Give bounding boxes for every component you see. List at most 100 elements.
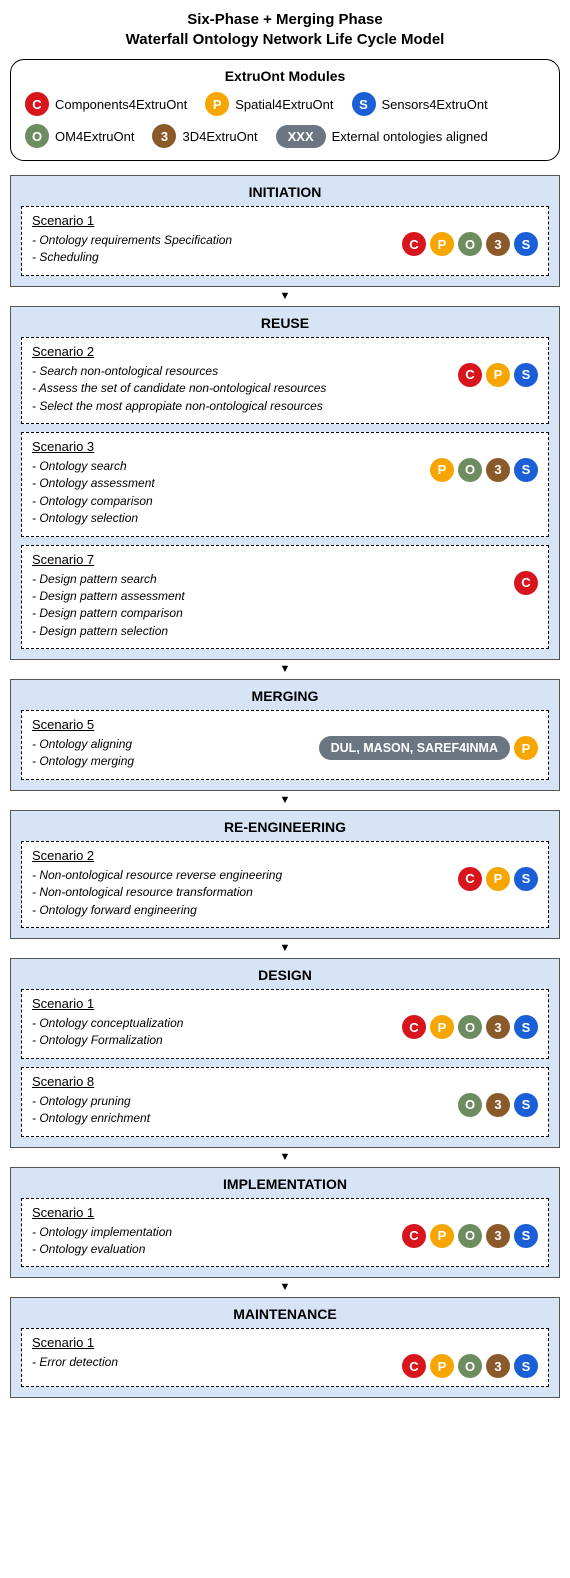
module-label: Components4ExtruOnt xyxy=(55,97,187,112)
module-badge-P: P xyxy=(486,363,510,387)
arrow-down-icon: ▼ xyxy=(10,287,560,306)
phase-title: RE-ENGINEERING xyxy=(21,819,549,835)
module-badge-P: P xyxy=(430,458,454,482)
scenario-box: Scenario 2 - Search non-ontological resou… xyxy=(21,337,549,424)
task-list: - Ontology aligning- Ontology merging xyxy=(32,736,134,771)
scenario-title: Scenario 7 xyxy=(32,552,538,567)
module-badge-S: S xyxy=(352,92,376,116)
arrow-down-icon: ▼ xyxy=(10,791,560,810)
scenario-title: Scenario 8 xyxy=(32,1074,538,1089)
module-badge-C: C xyxy=(402,1015,426,1039)
scenario-box: Scenario 8 - Ontology pruning- Ontology e… xyxy=(21,1067,549,1137)
module-badge-O: O xyxy=(25,124,49,148)
phase-box: IMPLEMENTATION Scenario 1- Ontology imple… xyxy=(10,1167,560,1279)
legend-box: ExtruOnt Modules CComponents4ExtruOntPSp… xyxy=(10,59,560,161)
scenario-box: Scenario 2 - Non-ontological resource rev… xyxy=(21,841,549,928)
external-badge: XXX xyxy=(276,125,326,148)
scenario-box: Scenario 1- Ontology implementation- Ont… xyxy=(21,1198,549,1268)
legend-grid: CComponents4ExtruOntPSpatial4ExtruOntSSe… xyxy=(25,92,545,148)
scenario-title: Scenario 1 xyxy=(32,213,538,228)
task-list: - Non-ontological resource reverse engin… xyxy=(32,867,282,919)
badges-row: C xyxy=(514,571,538,595)
legend-item-external: XXX External ontologies aligned xyxy=(276,124,488,148)
badges-row: CPO3S xyxy=(402,1354,538,1378)
scenario-title: Scenario 5 xyxy=(32,717,538,732)
arrow-down-icon: ▼ xyxy=(10,1278,560,1297)
module-badge-O: O xyxy=(458,232,482,256)
task-list: - Error detection xyxy=(32,1354,118,1371)
scenario-box: Scenario 1- Ontology requirements Specif… xyxy=(21,206,549,276)
module-label: OM4ExtruOnt xyxy=(55,129,134,144)
module-badge-P: P xyxy=(486,867,510,891)
scenario-box: Scenario 5 - Ontology aligning- Ontology … xyxy=(21,710,549,780)
scenario-title: Scenario 1 xyxy=(32,1335,538,1350)
module-badge-P: P xyxy=(205,92,229,116)
module-badge-S: S xyxy=(514,1015,538,1039)
external-ontologies-pill: DUL, MASON, SAREF4INMA xyxy=(319,736,510,760)
module-badge-C: C xyxy=(402,232,426,256)
module-badge-O: O xyxy=(458,1093,482,1117)
module-badge-C: C xyxy=(25,92,49,116)
legend-item: 3 3D4ExtruOnt xyxy=(152,124,257,148)
phases-container: INITIATIONScenario 1- Ontology requireme… xyxy=(10,175,560,1398)
module-badge-P: P xyxy=(430,1015,454,1039)
legend-title: ExtruOnt Modules xyxy=(25,68,545,84)
badges-row: CPS xyxy=(458,867,538,891)
phase-title: MERGING xyxy=(21,688,549,704)
module-badge-S: S xyxy=(514,232,538,256)
module-label: 3D4ExtruOnt xyxy=(182,129,257,144)
scenario-title: Scenario 1 xyxy=(32,1205,538,1220)
phase-box: MERGING Scenario 5 - Ontology aligning- On… xyxy=(10,679,560,791)
module-badge-P: P xyxy=(514,736,538,760)
module-badge-3: 3 xyxy=(152,124,176,148)
module-badge-S: S xyxy=(514,363,538,387)
module-label: Sensors4ExtruOnt xyxy=(382,97,488,112)
module-badge-3: 3 xyxy=(486,1015,510,1039)
arrow-down-icon: ▼ xyxy=(10,1148,560,1167)
scenario-title: Scenario 1 xyxy=(32,996,538,1011)
external-label: External ontologies aligned xyxy=(332,129,488,144)
module-badge-3: 3 xyxy=(486,1224,510,1248)
module-badge-C: C xyxy=(458,363,482,387)
phase-box: INITIATIONScenario 1- Ontology requireme… xyxy=(10,175,560,287)
badges-row: CPO3S xyxy=(402,1224,538,1248)
phase-title: DESIGN xyxy=(21,967,549,983)
phase-box: DESIGN Scenario 1 - Ontology conceptualiza… xyxy=(10,958,560,1148)
module-badge-3: 3 xyxy=(486,232,510,256)
module-badge-C: C xyxy=(402,1224,426,1248)
task-list: - Ontology conceptualization- Ontology F… xyxy=(32,1015,183,1050)
legend-item: O OM4ExtruOnt xyxy=(25,124,134,148)
badges-row: PO3S xyxy=(430,458,538,482)
phase-title: REUSE xyxy=(21,315,549,331)
scenario-box: Scenario 7- Design pattern search- Desig… xyxy=(21,545,549,650)
task-list: - Search non-ontological resources- Asse… xyxy=(32,363,326,415)
task-list: - Ontology search- Ontology assessment- … xyxy=(32,458,155,528)
phase-box: MAINTENANCEScenario 1- Error detectionCP… xyxy=(10,1297,560,1398)
badges-row: CPO3S xyxy=(402,1015,538,1039)
module-badge-3: 3 xyxy=(486,1354,510,1378)
badges-row: CPS xyxy=(458,363,538,387)
badges-row: DUL, MASON, SAREF4INMAP xyxy=(319,736,538,760)
badges-row: CPO3S xyxy=(402,232,538,256)
module-badge-P: P xyxy=(430,1224,454,1248)
scenario-title: Scenario 2 xyxy=(32,344,538,359)
module-badge-S: S xyxy=(514,867,538,891)
module-badge-S: S xyxy=(514,1093,538,1117)
scenario-title: Scenario 2 xyxy=(32,848,538,863)
scenario-box: Scenario 1 - Ontology conceptualization- … xyxy=(21,989,549,1059)
module-badge-C: C xyxy=(402,1354,426,1378)
module-badge-C: C xyxy=(514,571,538,595)
diagram-title: Six-Phase + Merging Phase Waterfall Onto… xyxy=(10,10,560,49)
task-list: - Ontology pruning- Ontology enrichment xyxy=(32,1093,150,1128)
scenario-box: Scenario 3 - Ontology search- Ontology as… xyxy=(21,432,549,537)
phase-title: IMPLEMENTATION xyxy=(21,1176,549,1192)
arrow-down-icon: ▼ xyxy=(10,939,560,958)
module-badge-C: C xyxy=(458,867,482,891)
module-badge-S: S xyxy=(514,1354,538,1378)
phase-box: RE-ENGINEERING Scenario 2 - Non-ontologica… xyxy=(10,810,560,939)
module-badge-O: O xyxy=(458,1224,482,1248)
module-badge-3: 3 xyxy=(486,458,510,482)
module-badge-S: S xyxy=(514,458,538,482)
scenario-title: Scenario 3 xyxy=(32,439,538,454)
module-badge-O: O xyxy=(458,458,482,482)
